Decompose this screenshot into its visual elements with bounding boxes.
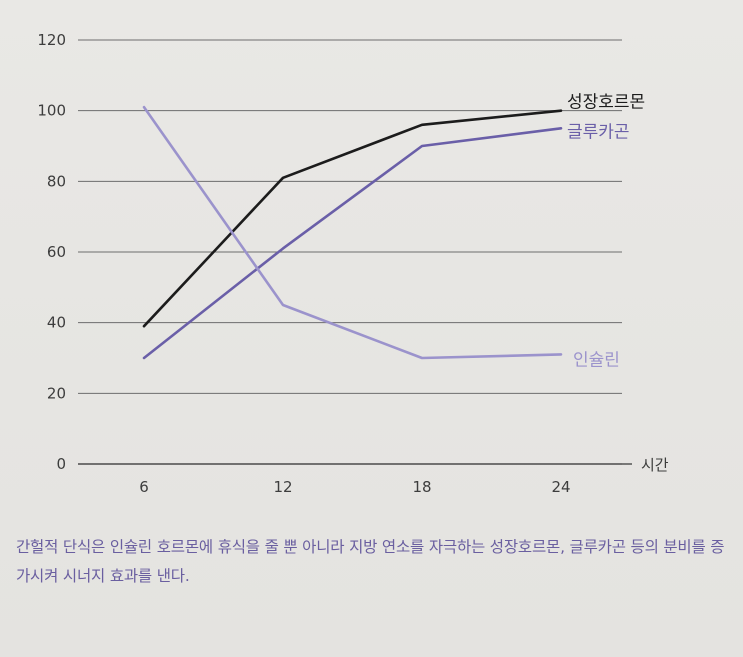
x-tick-label: 12 — [273, 478, 292, 496]
figure-caption: 간헐적 단식은 인슐린 호르몬에 휴식을 줄 뿐 아니라 지방 연소를 자극하는… — [16, 538, 725, 585]
series-line-1 — [142, 109, 563, 328]
series-lines — [142, 105, 563, 360]
series-label: 성장호르몬 — [567, 93, 645, 113]
y-tick-label: 40 — [47, 314, 66, 332]
y-tick-label: 100 — [37, 102, 66, 120]
y-tick-label: 60 — [47, 243, 66, 261]
x-tick-label: 6 — [139, 478, 149, 496]
series-line-2 — [142, 127, 563, 360]
x-tick-label: 18 — [412, 478, 431, 496]
series-label: 인슐린 — [573, 350, 620, 370]
y-tick-label: 80 — [47, 172, 66, 190]
series-label: 글루카곤 — [567, 122, 630, 142]
y-tick-label: 0 — [56, 455, 66, 473]
x-tick-labels: 6 12 18 24 — [139, 478, 570, 496]
y-tick-labels: 0 20 40 60 80 100 120 — [37, 31, 66, 473]
y-tick-label: 20 — [47, 384, 66, 402]
gridlines — [78, 39, 632, 465]
series-line-3 — [142, 105, 563, 360]
y-tick-label: 120 — [37, 31, 66, 49]
x-tick-label: 24 — [551, 478, 570, 496]
x-axis-label: 시간 — [641, 456, 669, 474]
